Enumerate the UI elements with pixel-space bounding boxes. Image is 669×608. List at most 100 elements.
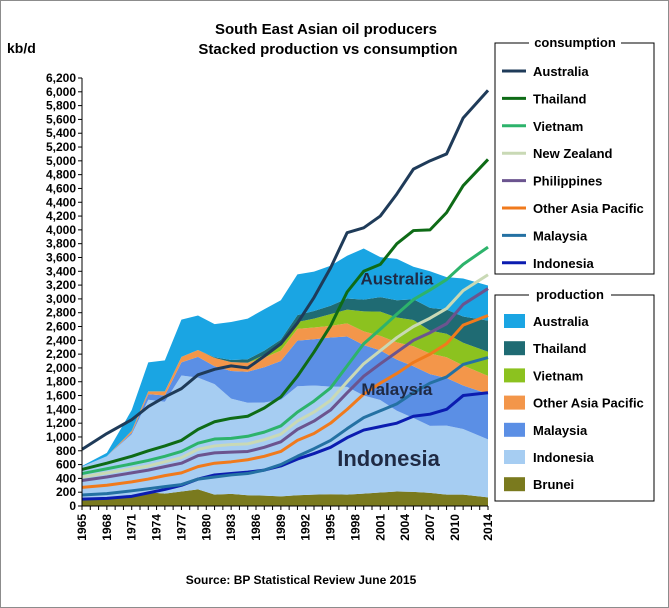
legend-swatch-thailand <box>504 341 525 356</box>
legend-label-thailand: Thailand <box>533 91 587 106</box>
y-axis-unit: kb/d <box>7 40 36 56</box>
consumption-legend-title-bg <box>529 35 621 51</box>
x-tick-label: 1995 <box>324 514 338 541</box>
x-tick-label: 1968 <box>100 514 114 541</box>
y-tick-label: 6,000 <box>46 85 76 99</box>
area-label-australia: Australia <box>360 269 433 288</box>
legend-label-philippines: Philippines <box>533 174 602 189</box>
consumption-line-philippines <box>81 287 489 482</box>
legend-label-indonesia: Indonesia <box>533 256 594 271</box>
legend-label-australia: Australia <box>533 64 589 79</box>
y-tick-label: 1,600 <box>46 389 76 403</box>
y-tick-label: 1,400 <box>46 402 76 416</box>
y-tick-label: 1,000 <box>46 430 76 444</box>
y-tick-label: 800 <box>56 444 76 458</box>
source-note: Source: BP Statistical Review June 2015 <box>186 573 417 587</box>
legend-swatch-australia <box>504 314 525 328</box>
chart-title: South East Asian oil producers <box>215 21 437 38</box>
legend-swatch-malaysia <box>504 422 525 437</box>
x-tick-label: 2007 <box>423 514 437 541</box>
area-label-malaysia: Malaysia <box>361 380 432 399</box>
legend-label-brunei: Brunei <box>533 477 574 492</box>
y-tick-label: 5,200 <box>46 140 76 154</box>
production-area-brunei <box>82 489 488 506</box>
y-tick-label: 4,000 <box>46 223 76 237</box>
consumption-legend-title: consumption <box>534 35 616 50</box>
consumption-line-australia <box>81 89 490 451</box>
area-label-indonesia: Indonesia <box>337 446 440 471</box>
x-tick-label: 1977 <box>174 514 188 541</box>
y-tick-label: 2,200 <box>46 347 76 361</box>
y-tick-labels: 02004006008001,0001,2001,4001,6001,8002,… <box>46 71 82 513</box>
y-tick-label: 400 <box>56 471 76 485</box>
x-tick-label: 1971 <box>125 514 139 541</box>
x-tick-label: 2010 <box>448 514 462 541</box>
x-tick-label: 1965 <box>75 514 89 541</box>
y-tick-label: 3,200 <box>46 278 76 292</box>
legend-swatch-brunei <box>504 477 525 492</box>
production-legend-title-bg <box>529 287 611 303</box>
y-tick-label: 4,200 <box>46 209 76 223</box>
consumption-line-vietnam <box>81 245 489 476</box>
y-tick-label: 4,400 <box>46 195 76 209</box>
legend-swatch-indonesia <box>504 450 525 464</box>
y-tick-label: 5,400 <box>46 126 76 140</box>
y-tick-label: 6,200 <box>46 71 76 85</box>
x-tick-label: 1992 <box>299 514 313 541</box>
x-tick-label: 1980 <box>199 514 213 541</box>
production-legend: production Australia Thailand Vietnam Other… <box>494 287 655 502</box>
y-tick-label: 2,000 <box>46 361 76 375</box>
y-tick-label: 4,800 <box>46 168 76 182</box>
x-tick-label: 1998 <box>348 514 362 541</box>
y-tick-label: 5,000 <box>46 154 76 168</box>
legend-label-vietnam: Vietnam <box>533 368 583 383</box>
y-tick-label: 1,200 <box>46 416 76 430</box>
chart-subtitle: Stacked production vs consumption <box>198 41 457 58</box>
y-tick-label: 4,600 <box>46 181 76 195</box>
legend-label-thailand: Thailand <box>533 341 587 356</box>
x-tick-label: 1983 <box>224 514 238 541</box>
y-tick-label: 2,800 <box>46 306 76 320</box>
legend-label-other-asia-pacific: Other Asia Pacific <box>533 396 644 411</box>
consumption-legend: consumption Australia Thailand Vietnam New … <box>494 35 655 275</box>
y-tick-label: 2,400 <box>46 333 76 347</box>
legend-label-indonesia: Indonesia <box>533 450 594 465</box>
x-tick-label: 2001 <box>373 514 387 541</box>
area-labels: Australia Malaysia Indonesia <box>337 269 440 471</box>
x-tick-label: 1986 <box>249 514 263 541</box>
y-tick-label: 200 <box>56 485 76 499</box>
y-tick-label: 3,000 <box>46 292 76 306</box>
y-tick-label: 5,600 <box>46 112 76 126</box>
y-tick-label: 5,800 <box>46 99 76 113</box>
y-tick-label: 3,600 <box>46 250 76 264</box>
x-tick-label: 1989 <box>274 514 288 541</box>
y-tick-label: 3,400 <box>46 264 76 278</box>
consumption-line-malaysia <box>81 356 489 497</box>
y-tick-label: 1,800 <box>46 375 76 389</box>
legend-swatch-vietnam <box>504 368 525 383</box>
x-tick-label: 2004 <box>398 514 412 541</box>
production-legend-title: production <box>536 287 604 302</box>
legend-label-malaysia: Malaysia <box>533 228 588 243</box>
legend-swatch-other-asia-pacific <box>504 395 525 410</box>
axes <box>81 78 488 507</box>
consumption-line-other-asia-pacific <box>81 314 489 489</box>
x-tick-label: 2014 <box>481 514 495 541</box>
consumption-line-indonesia <box>81 391 489 501</box>
legend-label-malaysia: Malaysia <box>533 423 588 438</box>
production-area-other-asia-pacific <box>82 323 488 467</box>
production-area-thailand <box>82 297 488 467</box>
legend-label-other-asia-pacific: Other Asia Pacific <box>533 201 644 216</box>
consumption-line-thailand <box>81 158 490 471</box>
production-area-vietnam <box>82 309 488 467</box>
legend-label-vietnam: Vietnam <box>533 119 583 134</box>
consumption-line-new-zealand <box>81 273 489 479</box>
x-tick-labels: 1965 1968 1971 1974 1977 1980 1983 1986 1989 1992… <box>75 506 495 541</box>
x-tick-label: 1974 <box>150 514 164 541</box>
consumption-lines <box>81 89 490 501</box>
y-tick-label: 3,800 <box>46 237 76 251</box>
y-tick-label: 0 <box>69 499 76 513</box>
legend-label-australia: Australia <box>533 314 589 329</box>
